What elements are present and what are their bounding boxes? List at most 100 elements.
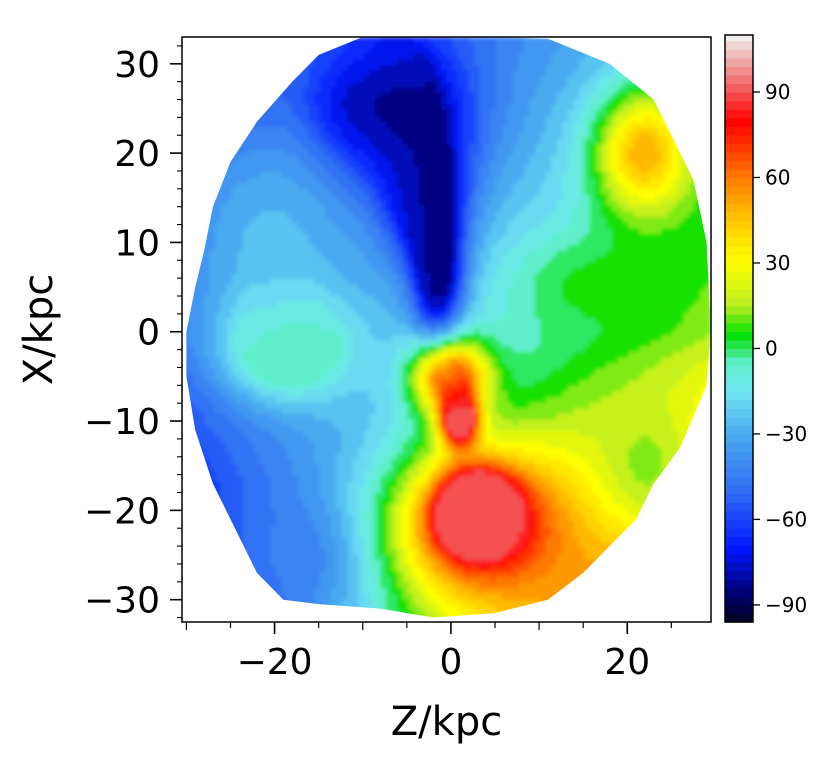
contour-cell [308,312,315,319]
contour-cell [237,307,244,314]
contour-cell [418,166,426,173]
contour-cell [281,37,288,44]
contour-cell [457,256,464,263]
contour-cell [595,155,602,162]
contour-cell [672,143,679,151]
contour-cell [545,301,552,308]
contour-cell [407,149,415,156]
contour-cell [325,290,332,297]
contour-cell [562,48,569,55]
contour-cell [683,239,690,246]
contour-cell [341,76,348,83]
contour-cell [220,143,227,151]
contour-cell [600,295,607,302]
contour-cell [573,239,580,246]
contour-cell [264,127,271,134]
contour-cell [578,98,585,106]
contour-cell [215,228,222,235]
contour-cell [666,273,674,280]
contour-cell [209,217,216,224]
contour-cell [308,256,315,263]
contour-cell [452,239,459,246]
contour-cell [468,93,475,100]
contour-cell [248,37,255,44]
contour-cell [655,211,663,218]
contour-cell [319,87,326,94]
contour-cell [220,222,227,229]
contour-cell [286,82,293,89]
contour-cell [545,53,552,61]
contour-cell [496,290,503,297]
contour-cell [363,245,370,252]
contour-cell [556,127,563,134]
contour-cell [540,177,547,184]
contour-cell [440,318,448,325]
contour-cell [198,267,205,274]
contour-cell [600,149,607,156]
contour-cell [490,307,497,314]
contour-cell [248,307,255,314]
contour-cell [479,262,486,269]
contour-cell [407,290,415,297]
contour-cell [424,256,431,263]
contour-cell [688,222,696,229]
contour-cell [551,53,558,61]
contour-cell [611,70,618,77]
contour-cell [606,127,613,134]
contour-cell [187,256,194,263]
contour-cell [655,53,663,61]
contour-cell [479,98,486,106]
contour-cell [292,104,299,111]
contour-cell [297,273,304,280]
contour-cell [303,239,310,246]
contour-cell [413,323,420,331]
contour-cell [429,273,437,280]
contour-cell [242,82,249,89]
contour-cell [220,200,227,207]
contour-cell [226,301,233,308]
contour-cell [391,149,398,156]
contour-cell [314,250,321,257]
contour-cell [292,278,299,286]
contour-cell [314,82,321,89]
contour-cell [347,138,354,145]
contour-cell [523,177,530,184]
contour-cell [644,245,651,252]
contour-cell [248,138,255,145]
contour-cell [440,82,448,89]
contour-cell [562,278,569,286]
contour-cell [330,143,337,151]
contour-cell [578,65,585,72]
contour-cell [204,166,211,173]
contour-cell [424,183,431,190]
contour-cell [440,273,448,280]
contour-cell [534,284,541,291]
contour-cell [545,250,552,257]
contour-cell [325,166,332,173]
contour-cell [463,93,470,100]
contour-cell [215,273,222,280]
contour-cell [193,211,200,218]
contour-cell [418,155,426,162]
contour-cell [270,211,277,218]
contour-cell [644,76,651,83]
contour-cell [468,121,475,128]
contour-cell [617,42,624,49]
contour-cell [479,233,486,241]
contour-cell [193,65,200,72]
contour-cell [341,256,348,263]
contour-cell [429,121,437,128]
contour-cell [215,98,222,106]
contour-cell [551,256,558,263]
contour-cell [413,228,420,235]
contour-cell [319,172,326,179]
contour-cell [606,239,613,246]
contour-cell [303,217,310,224]
contour-cell [253,127,260,134]
contour-cell [562,211,569,218]
contour-cell [231,194,238,201]
contour-cell [325,222,332,229]
contour-cell [540,256,547,263]
contour-cell [556,82,563,89]
contour-cell [204,307,211,314]
